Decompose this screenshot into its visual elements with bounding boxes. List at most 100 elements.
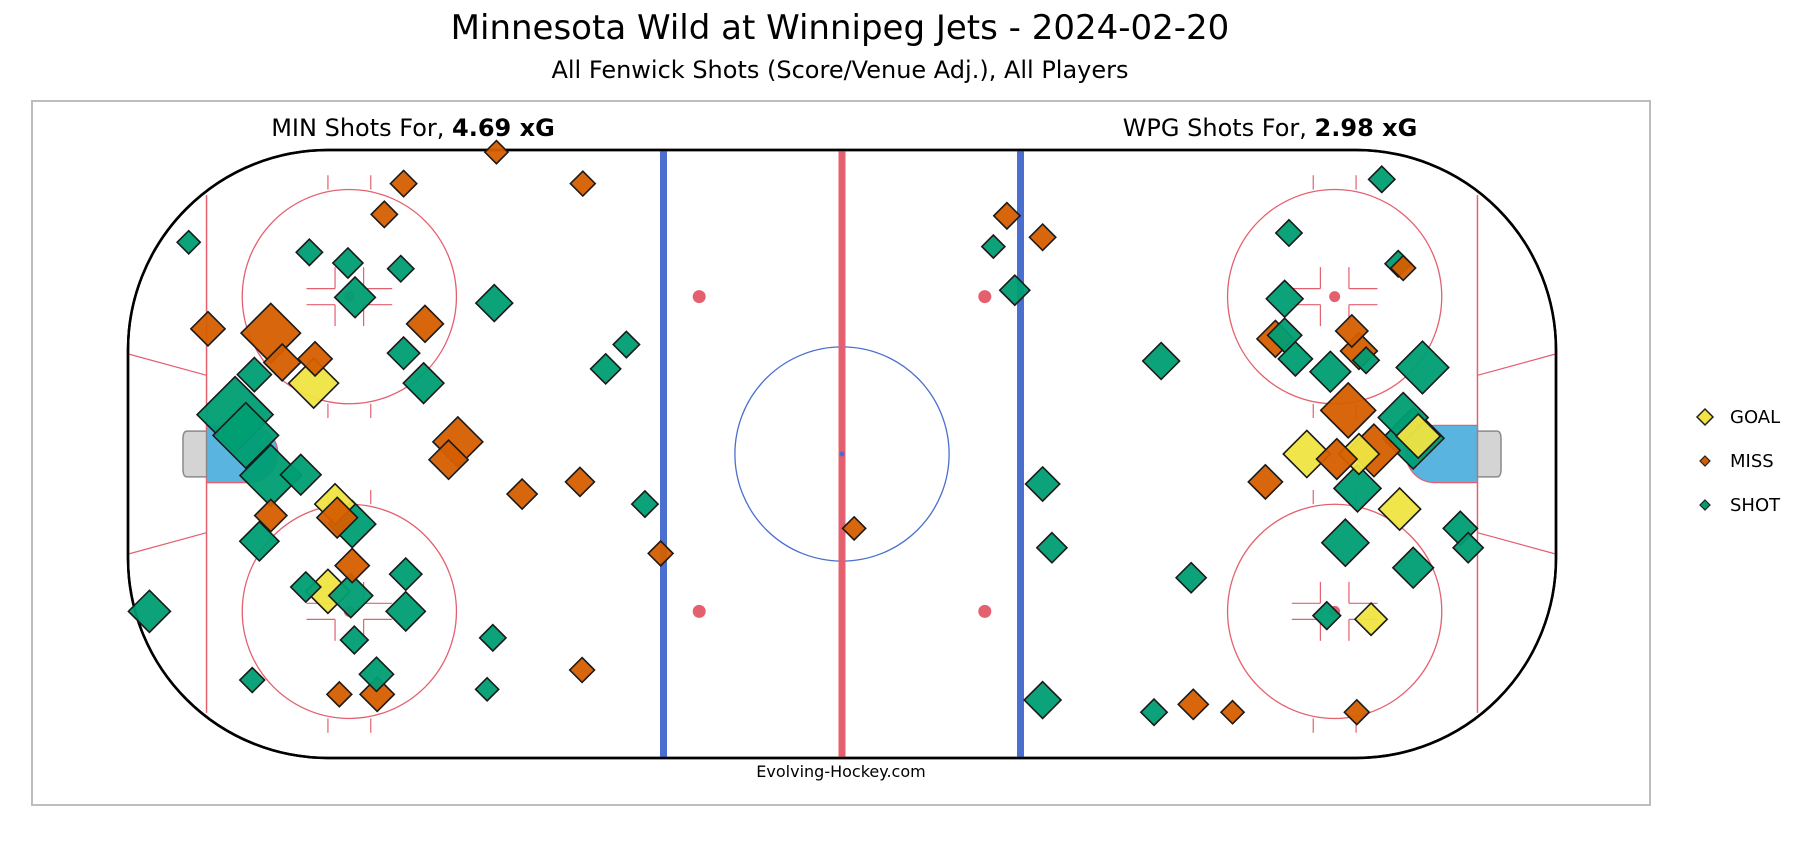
miss-marker — [405, 304, 445, 344]
plot-panel — [31, 100, 1651, 806]
miss-marker — [483, 139, 510, 165]
shot-marker — [238, 666, 266, 694]
left-team-prefix: MIN Shots For, — [271, 114, 453, 142]
miss-marker — [389, 169, 418, 198]
goal-marker — [1395, 412, 1442, 460]
miss-marker — [1389, 254, 1417, 282]
shot-marker — [1320, 518, 1371, 568]
miss-marker — [1343, 698, 1371, 726]
shot-marker — [589, 352, 622, 386]
rink-boards-outline — [126, 148, 1558, 760]
shot-marker — [998, 274, 1031, 307]
left-team-label: MIN Shots For, 4.69 xG — [271, 114, 555, 142]
left-trapezoid-bottom — [127, 532, 207, 555]
right-trapezoid-bottom — [1477, 532, 1557, 555]
miss-marker — [1219, 699, 1246, 725]
neutral-zone-dot — [692, 604, 706, 618]
shot-marker — [1174, 561, 1208, 594]
miss-marker — [358, 676, 396, 713]
legend-item-miss: MISS — [1690, 439, 1780, 483]
miss-marker — [505, 477, 539, 511]
shot-marker — [402, 361, 446, 405]
left-trapezoid-top — [127, 353, 207, 376]
shot-marker — [176, 229, 202, 255]
shot-marker — [474, 283, 514, 323]
shot-marker — [1024, 465, 1061, 503]
miss-marker — [564, 466, 596, 498]
legend-label-miss: MISS — [1730, 450, 1774, 472]
center-dot — [839, 451, 845, 457]
shot-marker — [295, 238, 324, 267]
right-team-xg: 2.98 xG — [1314, 114, 1418, 142]
goal-marker — [1353, 601, 1389, 637]
chart-subtitle: All Fenwick Shots (Score/Venue Adj.), Al… — [551, 56, 1129, 84]
shot-marker — [333, 275, 377, 319]
shot-marker — [474, 676, 500, 703]
right-trapezoid-top — [1477, 353, 1557, 376]
left-top-faceoff-circle — [241, 188, 458, 405]
goal-marker — [287, 357, 340, 410]
neutral-zone-dot — [978, 604, 992, 618]
miss-marker — [427, 439, 470, 481]
shot-marker — [385, 590, 427, 633]
left-team-xg: 4.69 xG — [452, 114, 555, 142]
shot-marker — [1023, 680, 1063, 720]
miss-marker — [841, 515, 867, 542]
right-net — [1476, 430, 1502, 478]
shot-marker — [1035, 531, 1069, 564]
miss-marker — [296, 340, 334, 378]
miss-marker — [992, 201, 1022, 231]
right-bottom-faceoff-circle — [1226, 503, 1443, 720]
miss-marker — [569, 170, 597, 198]
miss-marker — [370, 200, 399, 229]
shot-marker — [630, 489, 660, 519]
miss-marker — [253, 498, 289, 533]
credit-text: Evolving-Hockey.com — [756, 762, 926, 781]
miss-marker — [1334, 313, 1370, 349]
legend-item-goal: GOAL — [1690, 395, 1780, 439]
left-blue-line — [660, 150, 667, 758]
shot-marker — [386, 254, 416, 284]
legend-label-shot: SHOT — [1730, 494, 1781, 516]
goal-marker — [1377, 486, 1422, 532]
miss-marker — [189, 310, 227, 348]
shot-marker — [238, 520, 281, 562]
shot-marker — [289, 570, 322, 604]
shot-marker — [211, 401, 280, 470]
shot-marker — [1367, 165, 1397, 194]
shot-markers — [127, 139, 1485, 727]
miss-marker — [1247, 463, 1284, 501]
shot-marker — [1391, 546, 1435, 590]
shot-marker — [331, 246, 365, 280]
shot-marker — [1274, 218, 1304, 248]
shot-marker — [358, 656, 395, 693]
goal-marker — [1282, 429, 1332, 479]
right-blue-line — [1017, 150, 1024, 758]
right-top-faceoff-dot — [1329, 291, 1341, 303]
miss-marker — [568, 656, 596, 684]
shot-marker — [980, 233, 1007, 260]
shot-marker — [612, 330, 641, 359]
right-team-label: WPG Shots For, 2.98 xG — [1123, 114, 1418, 142]
left-net — [182, 430, 208, 478]
miss-marker — [647, 539, 675, 567]
shot-marker — [127, 589, 172, 634]
goal-marker-icon — [1695, 407, 1715, 427]
miss-marker — [325, 680, 353, 708]
legend-label-goal: GOAL — [1730, 406, 1781, 428]
shot-marker — [1395, 340, 1450, 395]
shot-marker — [386, 335, 421, 371]
shot-marker — [236, 356, 273, 393]
miss-marker — [262, 342, 302, 382]
shot-marker — [1277, 340, 1314, 378]
shot-marker — [388, 556, 423, 592]
shot-marker — [1351, 346, 1381, 375]
right-team-prefix: WPG Shots For, — [1122, 114, 1315, 142]
shot-marker — [1308, 350, 1352, 394]
shot-marker — [279, 453, 323, 497]
shot-marker — [1141, 341, 1181, 381]
shot-marker-icon — [1699, 499, 1711, 511]
miss-marker — [333, 547, 371, 584]
shot-marker — [1311, 600, 1342, 631]
